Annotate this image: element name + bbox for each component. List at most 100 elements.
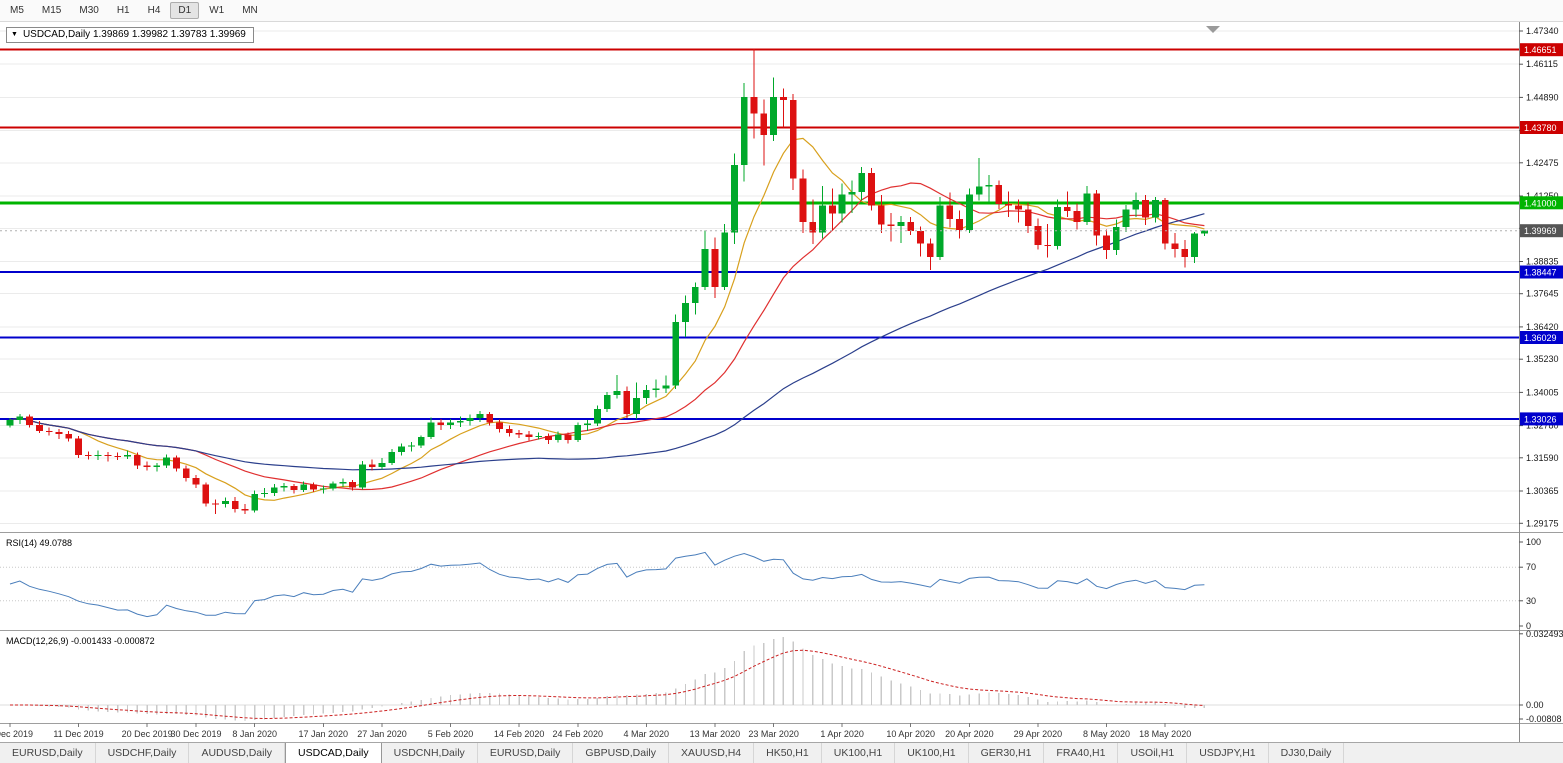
horizontal-level-lines <box>0 48 1519 420</box>
tab-fra40-h1[interactable]: FRA40,H1 <box>1044 743 1119 763</box>
rsi-panel <box>0 551 1519 618</box>
price-badge-1.41000: 1.41000 <box>1520 196 1563 210</box>
svg-text:1.38447: 1.38447 <box>1524 268 1557 278</box>
svg-text:10 Apr 2020: 10 Apr 2020 <box>886 729 935 739</box>
svg-text:1.44890: 1.44890 <box>1526 92 1559 102</box>
svg-text:14 Feb 2020: 14 Feb 2020 <box>494 729 545 739</box>
svg-text:0.032493: 0.032493 <box>1526 629 1563 639</box>
macd-signal-line <box>10 649 1205 720</box>
tab-dj30-daily[interactable]: DJ30,Daily <box>1269 743 1345 763</box>
svg-text:29 Apr 2020: 29 Apr 2020 <box>1014 729 1063 739</box>
chart-shift-marker-icon[interactable] <box>1206 26 1220 33</box>
timeframe-button-d1[interactable]: D1 <box>170 2 200 19</box>
ma-line-55 <box>9 213 1205 471</box>
svg-text:1.34005: 1.34005 <box>1526 387 1559 397</box>
ma-line-20 <box>9 182 1205 491</box>
tab-usoil-h1[interactable]: USOil,H1 <box>1118 743 1188 763</box>
price-badge-1.43780: 1.43780 <box>1520 121 1563 134</box>
grid-lines <box>0 30 1519 524</box>
macd-panel <box>0 637 1519 721</box>
tab-gbpusd-daily[interactable]: GBPUSD,Daily <box>573 743 670 763</box>
timeframe-button-m15[interactable]: M15 <box>41 5 62 16</box>
rsi-line <box>9 551 1205 618</box>
svg-text:20 Apr 2020: 20 Apr 2020 <box>945 729 994 739</box>
tab-usdjpy-h1[interactable]: USDJPY,H1 <box>1187 743 1269 763</box>
tab-uk100-h1[interactable]: UK100,H1 <box>895 743 969 763</box>
chart-tab-bar: EURUSD,Daily USDCHF,Daily AUDUSD,Daily USDC… <box>0 742 1563 763</box>
timeframe-toolbar: M5 M15 M30 H1 H4 D1 W1 MN <box>0 0 1563 22</box>
tab-usdchf-daily[interactable]: USDCHF,Daily <box>96 743 190 763</box>
chart-dropdown-icon[interactable]: ▼ <box>11 31 18 38</box>
price-axis[interactable]: 1.473401.461151.448901.436651.424751.412… <box>1519 22 1563 742</box>
tab-xauusd-h4[interactable]: XAUUSD,H4 <box>669 743 755 763</box>
svg-text:1.41250: 1.41250 <box>1526 191 1559 201</box>
chart-title: USDCAD,Daily 1.39869 1.39982 1.39783 1.3… <box>22 29 246 40</box>
svg-text:17 Jan 2020: 17 Jan 2020 <box>299 729 349 739</box>
svg-text:1.30365: 1.30365 <box>1526 486 1559 496</box>
tab-uk100-h1[interactable]: UK100,H1 <box>822 743 896 763</box>
current-price-badge: 1.39969 <box>1520 224 1563 238</box>
svg-text:1.37645: 1.37645 <box>1526 289 1559 299</box>
svg-text:100: 100 <box>1526 537 1541 547</box>
svg-text:8 Jan 2020: 8 Jan 2020 <box>232 729 277 739</box>
timeframe-button-mn[interactable]: MN <box>242 5 258 16</box>
price-badge-1.36029: 1.36029 <box>1520 331 1563 344</box>
svg-text:23 Mar 2020: 23 Mar 2020 <box>748 729 799 739</box>
svg-text:70: 70 <box>1526 562 1536 572</box>
svg-text:5 Feb 2020: 5 Feb 2020 <box>428 729 474 739</box>
svg-text:1.35230: 1.35230 <box>1526 354 1559 364</box>
svg-text:0: 0 <box>1526 621 1531 631</box>
svg-text:11 Dec 2019: 11 Dec 2019 <box>53 729 103 739</box>
svg-text:1.47340: 1.47340 <box>1526 26 1559 36</box>
macd-histogram <box>19 637 1206 721</box>
svg-text:1.46115: 1.46115 <box>1526 59 1558 69</box>
svg-text:27 Jan 2020: 27 Jan 2020 <box>357 729 407 739</box>
svg-text:1.31590: 1.31590 <box>1526 453 1559 463</box>
rsi-label: RSI(14) 49.0788 <box>6 538 72 548</box>
svg-text:30: 30 <box>1526 596 1536 606</box>
svg-text:1.42475: 1.42475 <box>1526 158 1559 168</box>
svg-text:1.32780: 1.32780 <box>1526 421 1559 431</box>
svg-text:1.36420: 1.36420 <box>1526 322 1559 332</box>
svg-text:1.46651: 1.46651 <box>1524 45 1557 55</box>
tab-audusd-daily[interactable]: AUDUSD,Daily <box>189 743 286 763</box>
svg-text:1.33026: 1.33026 <box>1524 414 1557 424</box>
svg-text:4 Mar 2020: 4 Mar 2020 <box>624 729 670 739</box>
timeframe-button-w1[interactable]: W1 <box>209 5 225 16</box>
tab-eurusd-daily[interactable]: EURUSD,Daily <box>0 743 96 763</box>
chart-canvas[interactable]: RSI(14) 49.0788 MACD(12,26,9) -0.001433 -… <box>0 0 1563 742</box>
svg-text:1.36029: 1.36029 <box>1524 333 1557 343</box>
tab-usdcad-daily[interactable]: USDCAD,Daily <box>285 743 382 763</box>
timeframe-button-h1[interactable]: H1 <box>116 5 130 16</box>
timeframe-button-m5[interactable]: M5 <box>10 5 24 16</box>
svg-text:24 Feb 2020: 24 Feb 2020 <box>553 729 604 739</box>
svg-text:1.43780: 1.43780 <box>1524 123 1557 133</box>
svg-text:2 Dec 2019: 2 Dec 2019 <box>0 729 33 739</box>
macd-label: MACD(12,26,9) -0.001433 -0.000872 <box>6 636 155 646</box>
svg-text:20 Dec 2019: 20 Dec 2019 <box>122 729 173 739</box>
candlestick-series <box>6 48 1208 514</box>
svg-text:-0.00808: -0.00808 <box>1526 714 1562 724</box>
svg-text:1.38835: 1.38835 <box>1526 257 1559 267</box>
svg-text:8 May 2020: 8 May 2020 <box>1083 729 1130 739</box>
svg-text:1.39969: 1.39969 <box>1524 226 1557 236</box>
svg-text:1.29175: 1.29175 <box>1526 518 1559 528</box>
price-badge-1.33026: 1.33026 <box>1520 412 1563 426</box>
main-chart-panel[interactable] <box>0 30 1519 524</box>
svg-text:1.41000: 1.41000 <box>1524 198 1557 208</box>
timeframe-button-h4[interactable]: H4 <box>147 5 161 16</box>
svg-text:1 Apr 2020: 1 Apr 2020 <box>820 729 864 739</box>
chart-title-box[interactable]: ▼ USDCAD,Daily 1.39869 1.39982 1.39783 1… <box>6 27 254 43</box>
svg-text:18 May 2020: 18 May 2020 <box>1139 729 1191 739</box>
price-badge-1.38447: 1.38447 <box>1520 265 1563 279</box>
tab-eurusd-daily[interactable]: EURUSD,Daily <box>478 743 574 763</box>
timeframe-button-m30[interactable]: M30 <box>79 5 99 16</box>
tab-ger30-h1[interactable]: GER30,H1 <box>969 743 1045 763</box>
tab-usdcnh-daily[interactable]: USDCNH,Daily <box>382 743 478 763</box>
svg-text:0.00: 0.00 <box>1526 700 1544 710</box>
svg-text:30 Dec 2019: 30 Dec 2019 <box>170 729 221 739</box>
tab-hk50-h1[interactable]: HK50,H1 <box>754 743 822 763</box>
ma-line-8 <box>9 137 1205 501</box>
